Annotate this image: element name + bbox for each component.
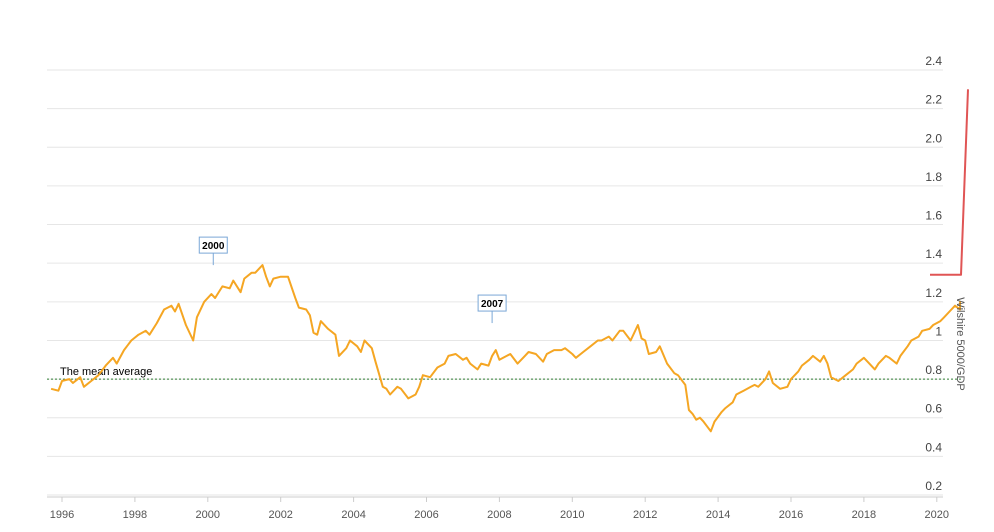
- x-tick-label: 2012: [633, 509, 657, 521]
- y-tick-label: 2.2: [925, 93, 942, 107]
- x-tick-label: 2006: [414, 509, 438, 521]
- y-axis-ticks: 0.2 0.4 0.6 0.8 1 1.2 1.4 1.6 1.8 2.0 2.2 2.4: [925, 54, 942, 493]
- annotation-label: 2000: [202, 241, 225, 252]
- y-tick-label: 1.2: [925, 286, 942, 300]
- series-lines: [50, 89, 969, 433]
- annotation-box: [477, 294, 507, 312]
- x-tick-label: 2014: [706, 509, 730, 521]
- x-axis-ticks: 1996 1998 2000 2002 2004 2006 2008 2010 2012 2014…: [47, 496, 949, 521]
- y-tick-label: 0.4: [925, 440, 942, 454]
- y-tick-label: 2.4: [925, 54, 942, 68]
- y-tick-label: 1.6: [925, 209, 942, 223]
- y-tick-label: 1.8: [925, 170, 942, 184]
- annotation-2007: 2007: [477, 294, 507, 324]
- x-tick-label: 1998: [123, 509, 147, 521]
- y-axis-title: Wilshire 5000/GDP: [954, 297, 966, 391]
- main-series-line: [50, 264, 961, 433]
- x-tick-label: 2016: [779, 509, 803, 521]
- mean-average-label: The mean average: [60, 366, 152, 378]
- gridlines: [47, 69, 943, 496]
- x-tick-label: 2000: [196, 509, 220, 521]
- y-tick-label: 1.4: [925, 247, 942, 261]
- x-tick-label: 2018: [852, 509, 876, 521]
- x-tick-label: 2008: [487, 509, 511, 521]
- y-tick-label: 1: [935, 324, 942, 338]
- annotation-box: [198, 236, 228, 254]
- x-tick-label: 2010: [560, 509, 584, 521]
- x-tick-label: 2004: [341, 509, 365, 521]
- y-tick-label: 0.6: [925, 402, 942, 416]
- annotations: 2000 2007: [198, 236, 507, 324]
- y-tick-label: 0.2: [925, 479, 942, 493]
- x-tick-label: 2002: [268, 509, 292, 521]
- x-tick-label: 2020: [925, 509, 949, 521]
- x-tick-label: 1996: [50, 509, 74, 521]
- recent-series-line: [930, 89, 969, 276]
- y-tick-label: 2.0: [925, 131, 942, 145]
- annotation-2000: 2000: [198, 236, 228, 266]
- annotation-label: 2007: [481, 299, 504, 310]
- y-tick-label: 0.8: [925, 363, 942, 377]
